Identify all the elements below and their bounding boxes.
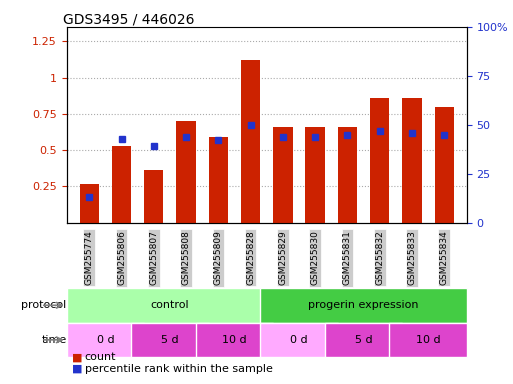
Text: 10 d: 10 d <box>222 335 247 345</box>
Bar <box>370 98 389 223</box>
Text: percentile rank within the sample: percentile rank within the sample <box>85 364 272 374</box>
Bar <box>196 323 273 357</box>
Bar <box>241 60 260 223</box>
Text: ■: ■ <box>72 353 82 362</box>
Bar <box>176 121 196 223</box>
Text: 0 d: 0 d <box>290 335 308 345</box>
Bar <box>402 98 422 223</box>
Text: 10 d: 10 d <box>416 335 441 345</box>
Bar <box>112 146 131 223</box>
Bar <box>260 323 338 357</box>
Bar <box>131 323 209 357</box>
Text: GDS3495 / 446026: GDS3495 / 446026 <box>63 13 194 27</box>
Text: protocol: protocol <box>22 300 67 310</box>
Bar <box>209 137 228 223</box>
Bar <box>80 184 99 223</box>
Text: 5 d: 5 d <box>355 335 372 345</box>
Text: 5 d: 5 d <box>161 335 179 345</box>
Bar <box>338 127 357 223</box>
Bar <box>273 127 292 223</box>
Bar <box>67 288 273 323</box>
Text: 0 d: 0 d <box>96 335 114 345</box>
Bar <box>325 323 402 357</box>
Text: ■: ■ <box>72 364 82 374</box>
Bar <box>305 127 325 223</box>
Text: time: time <box>42 335 67 345</box>
Text: count: count <box>85 353 116 362</box>
Bar <box>435 107 454 223</box>
Bar <box>144 170 164 223</box>
Text: progerin expression: progerin expression <box>308 300 419 310</box>
Text: control: control <box>151 300 189 310</box>
Bar <box>67 323 144 357</box>
Bar <box>389 323 467 357</box>
Bar <box>260 288 467 323</box>
